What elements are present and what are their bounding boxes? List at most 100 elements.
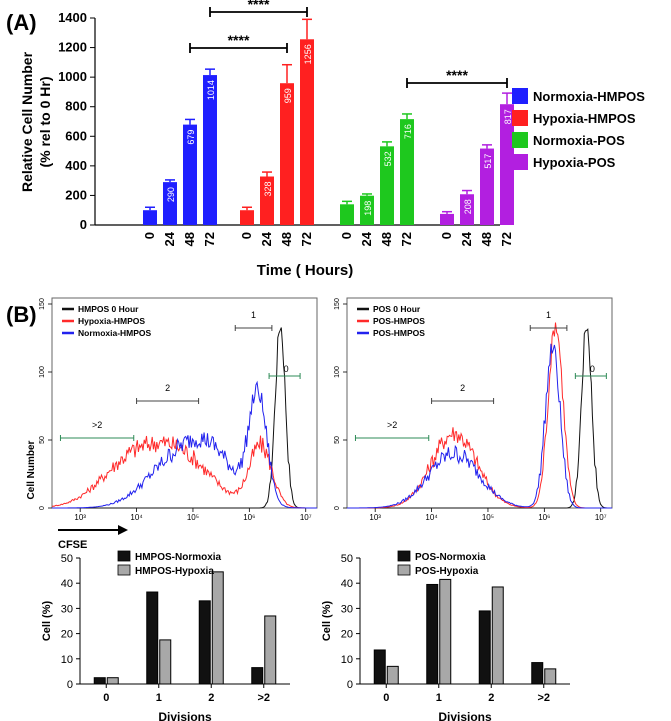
bar xyxy=(93,677,106,685)
bar xyxy=(491,586,504,685)
legend-entry: Hypoxia-HMPOS xyxy=(78,316,145,326)
bar-value-label: 290 xyxy=(166,187,176,202)
x-tick-label: 72 xyxy=(202,232,217,246)
bar xyxy=(544,668,557,685)
bar xyxy=(440,213,454,225)
histogram-line xyxy=(52,327,317,509)
bar xyxy=(460,194,474,225)
x-tick-label: 10⁶ xyxy=(243,513,255,522)
legend-entry: POS 0 Hour xyxy=(373,304,421,314)
x-tick-label: 0 xyxy=(339,232,354,239)
x-tick-label: 1 xyxy=(436,692,442,704)
y-tick-label: 100 xyxy=(39,366,46,378)
bar xyxy=(380,146,394,225)
y-tick-label: 1200 xyxy=(58,40,87,55)
legend-swatch xyxy=(512,88,528,104)
gate-label: 1 xyxy=(251,310,256,320)
bar xyxy=(400,119,414,225)
bar xyxy=(300,39,314,225)
division-bar-chart-left: 0 10 20 30 40 50 Cell (%) 0 1 2 >2 Divisions HMPOS-N… xyxy=(41,550,290,721)
bar-value-label: 208 xyxy=(463,199,473,214)
bar xyxy=(260,176,274,225)
y-tick-label: 150 xyxy=(39,298,46,310)
x-tick-label: 2 xyxy=(488,692,494,704)
legend-entry: POS-Normoxia xyxy=(415,552,486,563)
bar xyxy=(163,182,177,225)
legend-entry: HMPOS-Hypoxia xyxy=(135,566,214,577)
bar-value-label: 517 xyxy=(483,154,493,169)
x-tick-label: 24 xyxy=(459,231,474,246)
bar xyxy=(240,210,254,225)
y-tick-label: 1400 xyxy=(58,10,87,25)
chart-a: 0 200 400 600 800 1000 1200 1400 Relative Cell N… xyxy=(19,0,645,279)
x-tick-label: 48 xyxy=(379,232,394,246)
cfse-arrowhead xyxy=(118,525,128,535)
x-tick-label: 0 xyxy=(142,232,157,239)
x-tick-label: 10³ xyxy=(369,513,381,522)
x-tick-label: 72 xyxy=(499,232,514,246)
x-tick-label: 0 xyxy=(239,232,254,239)
legend-swatch xyxy=(512,132,528,148)
bar xyxy=(373,649,386,685)
bar xyxy=(183,124,197,225)
y-tick-label: 150 xyxy=(334,298,341,310)
y-tick-label: 1000 xyxy=(58,69,87,84)
y-tick-label: 600 xyxy=(65,128,87,143)
legend-swatch xyxy=(512,154,528,170)
y-tick-label: 50 xyxy=(61,553,73,565)
y-tick-label: 20 xyxy=(341,629,353,641)
bar-value-label: 716 xyxy=(403,124,413,139)
histogram-line xyxy=(347,343,612,509)
x-tick-label: 1 xyxy=(156,692,162,704)
legend-swatch xyxy=(117,550,131,562)
bar xyxy=(264,615,277,685)
x-tick-label: 10⁷ xyxy=(595,513,607,522)
legend-entry: Normoxia-HMPOS xyxy=(533,89,645,104)
bar xyxy=(143,210,157,225)
x-tick-label: 48 xyxy=(182,232,197,246)
y-tick-label: 10 xyxy=(61,654,73,666)
y-tick-label: 200 xyxy=(65,187,87,202)
legend-swatch xyxy=(512,110,528,126)
legend-entry: Normoxia-POS xyxy=(533,133,625,148)
bar xyxy=(480,148,494,225)
x-tick-label: 72 xyxy=(399,232,414,246)
bar-value-label: 532 xyxy=(383,151,393,166)
y-tick-label: 400 xyxy=(65,158,87,173)
bar xyxy=(478,610,491,685)
legend-entry: POS-HMPOS xyxy=(373,328,425,338)
bar xyxy=(531,662,544,685)
y-tick-label: 40 xyxy=(61,578,73,590)
y-tick-label: 50 xyxy=(39,436,46,444)
bar xyxy=(426,583,439,685)
flow-histogram-left: 0 50 100 150 10³ 10⁴ 10⁵ 10⁶ 10⁷ Cell Number CFSE 0… xyxy=(26,297,318,551)
y-tick-label: 0 xyxy=(39,506,46,510)
x-tick-label: 2 xyxy=(208,692,214,704)
x-axis-label: Divisions xyxy=(438,710,492,721)
x-tick-label: 10⁷ xyxy=(300,513,312,522)
y-axis-label: (% rel to 0 Hr) xyxy=(37,76,53,167)
x-tick-label: 0 xyxy=(103,692,109,704)
y-tick-label: 800 xyxy=(65,99,87,114)
legend-swatch xyxy=(397,550,411,562)
gate-label: >2 xyxy=(387,420,397,430)
gate-label: >2 xyxy=(92,420,102,430)
bar-value-label: 1256 xyxy=(303,44,313,64)
x-tick-label: 10⁴ xyxy=(130,513,143,522)
x-tick-label: 10⁶ xyxy=(538,513,550,522)
x-tick-label: 0 xyxy=(439,232,454,239)
legend-entry: POS-Hypoxia xyxy=(415,566,479,577)
y-tick-label: 20 xyxy=(61,629,73,641)
bar xyxy=(203,75,217,225)
x-axis-label: CFSE xyxy=(58,539,87,551)
bar xyxy=(251,667,264,685)
y-tick-label: 100 xyxy=(334,366,341,378)
division-bar-chart-right: 0 10 20 30 40 50 Cell (%) 0 1 2 >2 Divisions POS-Nor… xyxy=(321,550,570,721)
x-tick-label: 24 xyxy=(359,231,374,246)
bar-value-label: 328 xyxy=(263,182,273,197)
bar xyxy=(159,639,172,685)
x-tick-label: 72 xyxy=(299,232,314,246)
y-tick-label: 0 xyxy=(334,506,341,510)
bar xyxy=(500,104,514,225)
